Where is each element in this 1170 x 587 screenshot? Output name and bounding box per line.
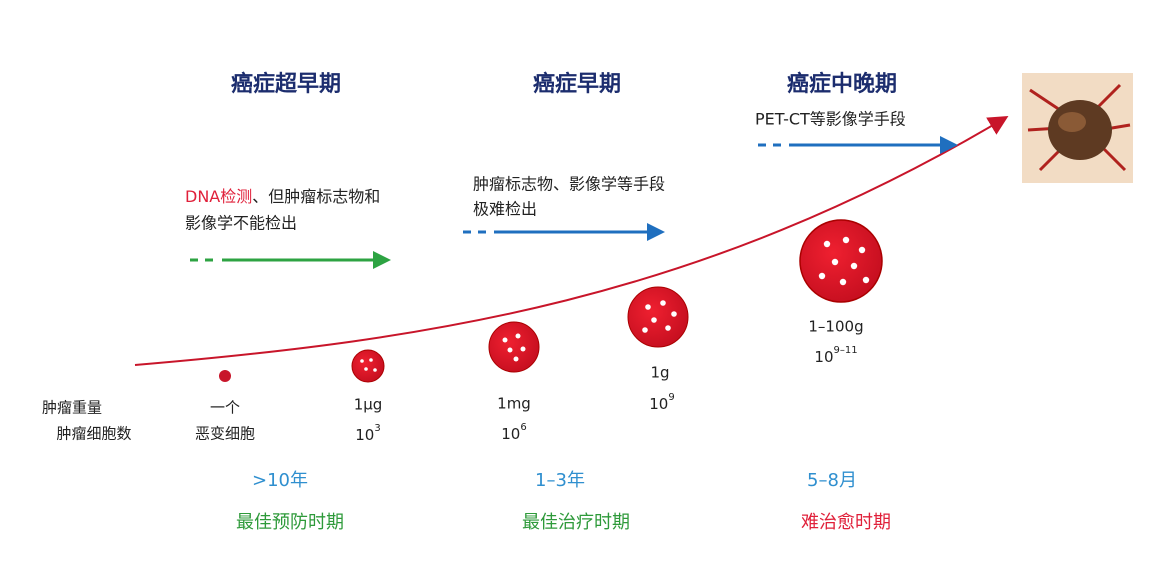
duration: >10年 — [252, 470, 308, 491]
note-text: DNA检测、但肿瘤标志物和 — [185, 187, 380, 206]
count-label: 109 — [649, 392, 674, 413]
cell-label: 一个 — [210, 399, 240, 417]
period: 难治愈时期 — [801, 512, 891, 533]
tumor — [799, 219, 883, 303]
row-label: 肿瘤重量 — [42, 399, 102, 417]
tumor — [351, 349, 385, 383]
stage-title: 癌症超早期 — [231, 71, 341, 97]
count-label: 103 — [355, 423, 380, 444]
period: 最佳预防时期 — [236, 512, 344, 533]
weight-label: 1–100g — [808, 318, 863, 336]
duration: 1–3年 — [535, 470, 585, 491]
tumor-image — [1022, 73, 1133, 183]
count-base: 10 — [814, 348, 833, 366]
tumor — [488, 321, 540, 373]
cell — [219, 370, 231, 382]
count-exp: 3 — [374, 423, 380, 434]
count-label: 106 — [501, 422, 526, 443]
note-text: 肿瘤标志物、影像学等手段 — [473, 175, 665, 194]
period: 最佳治疗时期 — [522, 512, 630, 533]
note-text: 影像学不能检出 — [185, 214, 297, 233]
note-text: 极难检出 — [473, 200, 537, 219]
stage-title: 癌症早期 — [533, 71, 621, 97]
count-base: 10 — [355, 426, 374, 444]
count-exp: 6 — [520, 422, 526, 433]
count-exp: 9 — [668, 392, 674, 403]
growth-curve — [134, 115, 1009, 366]
weight-label: 1mg — [497, 395, 531, 413]
count-label: 109–11 — [814, 345, 857, 366]
row-label: 肿瘤细胞数 — [56, 425, 131, 443]
tumor — [627, 286, 689, 348]
weight-label: 1μg — [354, 396, 383, 414]
duration: 5–8月 — [807, 470, 857, 491]
note-rest: 、但肿瘤标志物和 — [252, 187, 380, 206]
note-text: PET-CT等影像学手段 — [755, 110, 906, 129]
count-exp: 9–11 — [834, 345, 858, 356]
weight-label: 1g — [650, 364, 669, 382]
count-base: 10 — [501, 425, 520, 443]
stage-title: 癌症中晚期 — [787, 71, 897, 97]
count-base: 10 — [649, 395, 668, 413]
note-highlight: DNA检测 — [185, 187, 252, 206]
cell-label: 恶变细胞 — [195, 425, 255, 443]
